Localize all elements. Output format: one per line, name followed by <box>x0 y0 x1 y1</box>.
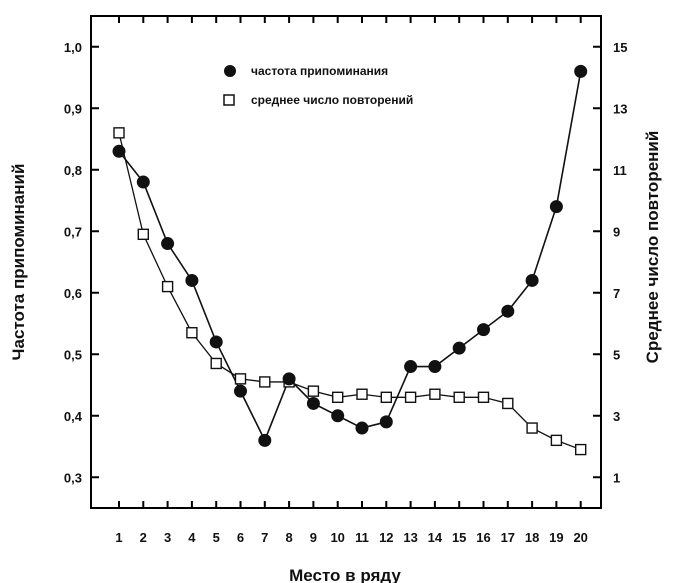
right-y-tick-label: 3 <box>613 409 620 424</box>
left-y-tick-label: 0,3 <box>64 470 82 485</box>
repetitions-point <box>332 391 344 403</box>
x-tick-label: 14 <box>428 530 443 545</box>
recall-point <box>379 415 393 429</box>
x-tick-labels: 1 2 3 4 5 6 7 8 9 10 11 12 13 14 15 16 17 18 19 20 <box>115 530 588 545</box>
recall-point <box>161 237 175 251</box>
recall-point <box>477 323 490 337</box>
right-y-tick-label: 9 <box>613 224 620 239</box>
bottom-ticks <box>118 501 582 508</box>
recall-point <box>306 396 320 410</box>
recall-point <box>209 335 223 349</box>
x-tick-label: 5 <box>213 530 220 545</box>
right-y-axis-title: Среднее число повторений <box>643 131 662 364</box>
recall-point <box>136 175 150 189</box>
series-lines <box>118 71 582 451</box>
left-y-axis-title: Частота припоминаний <box>9 164 28 361</box>
left-y-tick-label: 1,0 <box>64 40 82 55</box>
repetitions-point <box>210 357 222 370</box>
x-tick-label: 9 <box>310 530 317 545</box>
legend-marker-repetitions <box>223 94 235 106</box>
x-tick-label: 1 <box>115 530 122 545</box>
right-ticks <box>593 45 601 479</box>
x-tick-label: 12 <box>379 530 393 545</box>
recall-point <box>404 360 418 374</box>
right-y-tick-label: 1 <box>613 470 620 485</box>
series-markers <box>112 64 588 456</box>
x-tick-label: 19 <box>549 530 563 545</box>
legend-marker-recall <box>224 65 236 77</box>
legend: частота припоминания среднее число повто… <box>223 64 413 107</box>
recall-point <box>234 384 247 398</box>
repetitions-point <box>526 422 538 434</box>
repetitions-point <box>550 434 563 447</box>
repetitions-point <box>502 397 514 410</box>
top-ticks <box>118 16 582 23</box>
repetitions-point <box>161 280 174 293</box>
x-tick-label: 3 <box>164 530 171 545</box>
x-tick-label: 15 <box>452 530 466 545</box>
recall-point <box>574 64 588 78</box>
recall-point <box>525 273 539 287</box>
left-y-tick-label: 0,8 <box>64 163 82 178</box>
repetitions-point <box>575 443 587 456</box>
left-ticks <box>91 45 99 479</box>
repetitions-point <box>356 388 368 400</box>
x-axis-title: Место в ряду <box>289 566 401 583</box>
x-tick-label: 13 <box>403 530 417 545</box>
left-y-tick-label: 0,4 <box>64 409 83 424</box>
legend-label-repetitions: среднее число повторений <box>251 93 413 107</box>
left-y-tick-label: 0,5 <box>64 347 82 362</box>
repetitions-point <box>234 373 247 385</box>
repetitions-point <box>186 327 198 339</box>
right-y-tick-label: 7 <box>613 286 620 301</box>
x-tick-label: 18 <box>525 530 539 545</box>
repetitions-point <box>380 391 392 403</box>
left-y-tick-label: 0,9 <box>64 101 82 116</box>
repetitions-point <box>429 388 441 400</box>
repetitions-point <box>453 391 465 403</box>
recall-point <box>331 409 345 423</box>
plot-frame <box>90 15 602 509</box>
repetitions-point <box>259 376 271 388</box>
recall-point <box>452 341 466 355</box>
repetitions-point <box>137 228 150 241</box>
left-y-tick-label: 0,6 <box>64 286 82 301</box>
recall-point <box>428 360 442 374</box>
x-tick-label: 16 <box>476 530 490 545</box>
right-y-tick-label: 15 <box>613 40 627 55</box>
right-y-tick-label: 13 <box>613 101 627 116</box>
right-y-tick-label: 5 <box>613 347 620 362</box>
x-tick-label: 17 <box>501 530 515 545</box>
legend-label-recall: частота припоминания <box>251 64 388 78</box>
recall-point <box>185 273 199 287</box>
x-tick-label: 6 <box>237 530 244 545</box>
x-tick-label: 11 <box>355 530 369 545</box>
right-y-tick-label: 11 <box>613 163 627 178</box>
recall-point <box>112 144 126 158</box>
series-line-recall <box>118 71 582 443</box>
recall-point <box>282 372 296 386</box>
left-y-tick-labels: 0,3 0,4 0,5 0,6 0,7 0,8 0,9 1,0 <box>64 40 83 486</box>
x-tick-label: 8 <box>285 530 292 545</box>
x-tick-label: 10 <box>330 530 344 545</box>
repetitions-point <box>404 391 417 403</box>
repetitions-point <box>477 391 490 403</box>
x-tick-label: 2 <box>140 530 147 545</box>
recall-point <box>549 200 563 214</box>
recall-point <box>258 433 272 447</box>
x-tick-label: 4 <box>188 530 196 545</box>
left-y-tick-label: 0,7 <box>64 224 82 239</box>
x-tick-label: 7 <box>261 530 268 545</box>
recall-point <box>355 421 369 435</box>
repetitions-point <box>307 385 320 397</box>
repetitions-point <box>113 127 125 139</box>
recall-point <box>501 304 515 318</box>
x-tick-label: 20 <box>573 530 587 545</box>
